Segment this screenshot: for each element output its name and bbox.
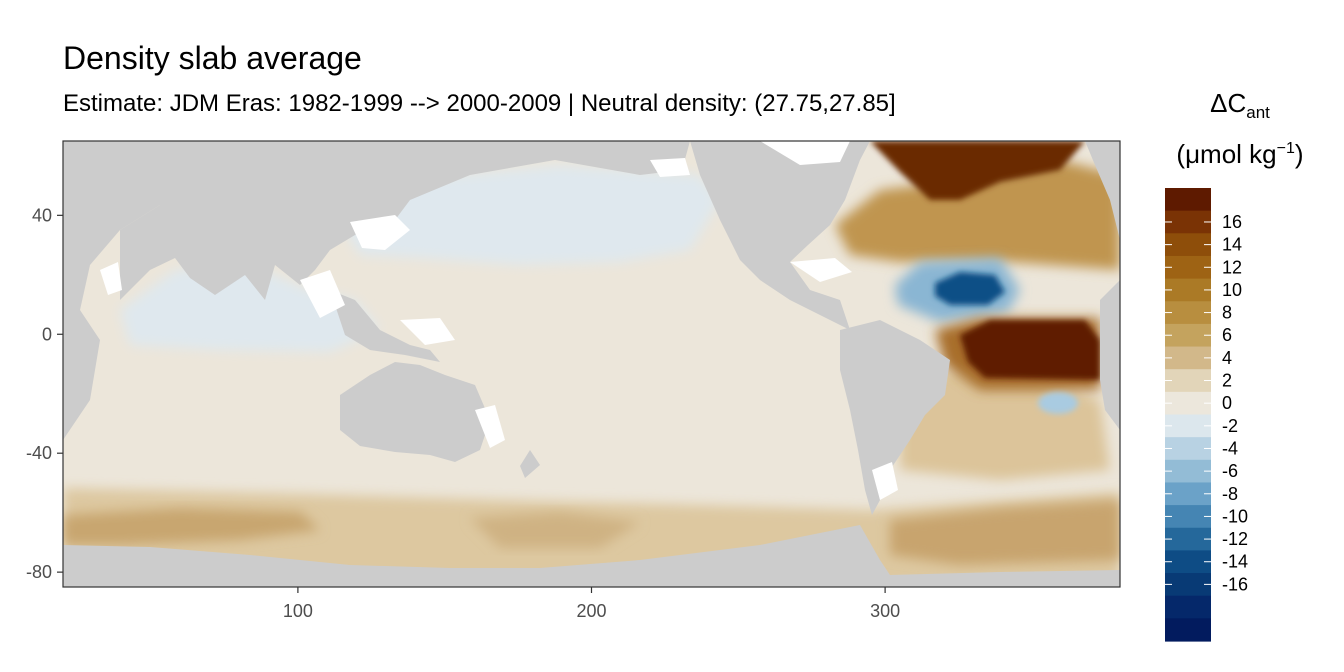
colorbar-swatch [1165, 550, 1211, 574]
chart-subtitle: Estimate: JDM Eras: 1982-1999 --> 2000-2… [63, 90, 896, 117]
x-tick-label: 300 [870, 601, 900, 621]
land-south-america [840, 320, 950, 515]
colorbar-swatch [1165, 369, 1211, 393]
colorbar [1165, 188, 1211, 642]
colorbar-label: -10 [1222, 506, 1248, 526]
land-new-zealand [520, 450, 540, 478]
legend-title-main: ΔC [1210, 88, 1246, 118]
colorbar-swatch [1165, 482, 1211, 506]
colorbar-label: -8 [1222, 484, 1238, 504]
field-southern-ocean-core-2 [470, 512, 640, 548]
y-tick-label: 40 [32, 205, 52, 225]
colorbar-swatch [1165, 595, 1211, 619]
colorbar-swatch [1165, 233, 1211, 257]
field-tropical-max [960, 320, 1100, 380]
colorbar-swatch [1165, 301, 1211, 325]
no-data-arctic [760, 141, 850, 165]
no-data-pacific-rim [350, 215, 410, 250]
land-africa-east [63, 141, 160, 440]
legend-unit-prefix: (μmol kg [1176, 139, 1276, 169]
x-tick-label: 100 [283, 601, 313, 621]
no-data-layer [100, 141, 898, 500]
field-southern-ocean-core [63, 508, 320, 545]
colorbar-label: 8 [1222, 303, 1232, 323]
colorbar-swatch [1165, 391, 1211, 416]
colorbar-label: -12 [1222, 529, 1248, 549]
no-data-red-sea [100, 262, 122, 295]
legend-unit-sup: −1 [1277, 140, 1295, 157]
colorbar-label: -2 [1222, 416, 1238, 436]
colorbar-swatch [1165, 437, 1211, 461]
colorbar-swatch [1165, 278, 1211, 302]
x-tick-label: 200 [576, 601, 606, 621]
colorbar-swatch [1165, 527, 1211, 551]
legend-title: ΔCant [1210, 88, 1270, 122]
colorbar-swatch [1165, 505, 1211, 529]
colorbar-label: 10 [1222, 280, 1242, 300]
no-data-indonesia [400, 318, 455, 345]
land-layer [63, 141, 1120, 587]
field-subtropical-min-core [935, 272, 1005, 305]
land-antarctica [63, 525, 1120, 587]
colorbar-label: 4 [1222, 348, 1232, 368]
colorbar-swatch [1165, 459, 1211, 484]
colorbar-swatch [1165, 618, 1211, 642]
colorbar-swatch [1165, 210, 1211, 234]
legend: ΔCant (μmol kg−1) 1614121086420-2-4-6-8-… [1165, 88, 1304, 642]
colorbar-swatch [1165, 188, 1211, 212]
field-atlantic-sector [890, 500, 1120, 565]
land-north-america [690, 141, 870, 330]
land-africa-west [1100, 280, 1120, 430]
x-axis: 100 200 300 [283, 587, 900, 621]
y-tick-label: -40 [26, 443, 52, 463]
colorbar-label: -16 [1222, 574, 1248, 594]
colorbar-label: 12 [1222, 257, 1242, 277]
y-tick-label: -80 [26, 562, 52, 582]
legend-unit-suffix: ) [1295, 139, 1304, 169]
colorbar-swatch [1165, 323, 1211, 348]
no-data-caribbean [790, 258, 852, 282]
colorbar-swatch [1165, 346, 1211, 370]
field-arabian-sea [120, 262, 380, 352]
field-south-atlantic-eddy [1038, 392, 1078, 414]
land-eurasia [120, 141, 690, 300]
colorbar-label: -14 [1222, 552, 1248, 572]
colorbar-label: 16 [1222, 212, 1242, 232]
no-data-bering [650, 158, 690, 177]
colorbar-label: 6 [1222, 325, 1232, 345]
legend-title-sub: ant [1246, 103, 1270, 122]
no-data-coral-sea [475, 405, 505, 448]
land-greenland [1085, 141, 1120, 240]
field-labrador-irminger [870, 141, 1085, 200]
colorbar-label: 2 [1222, 371, 1232, 391]
y-tick-label: 0 [42, 324, 52, 344]
colorbar-swatch [1165, 255, 1211, 280]
y-axis: 40 0 -40 -80 [26, 205, 63, 582]
colorbar-label: 0 [1222, 393, 1232, 413]
no-data-south-china-sea [300, 270, 345, 318]
no-data-patagonia [872, 462, 898, 500]
colorbar-label: -6 [1222, 461, 1238, 481]
field-north-atlantic [835, 160, 1120, 270]
colorbar-swatch [1165, 573, 1211, 597]
colorbar-swatch [1165, 414, 1211, 438]
land-australia [340, 362, 490, 462]
colorbar-label: -4 [1222, 438, 1238, 458]
land-maritime-continent [330, 290, 440, 362]
chart-title: Density slab average [63, 40, 362, 76]
colorbar-label: 14 [1222, 235, 1242, 255]
legend-unit: (μmol kg−1) [1176, 139, 1303, 169]
